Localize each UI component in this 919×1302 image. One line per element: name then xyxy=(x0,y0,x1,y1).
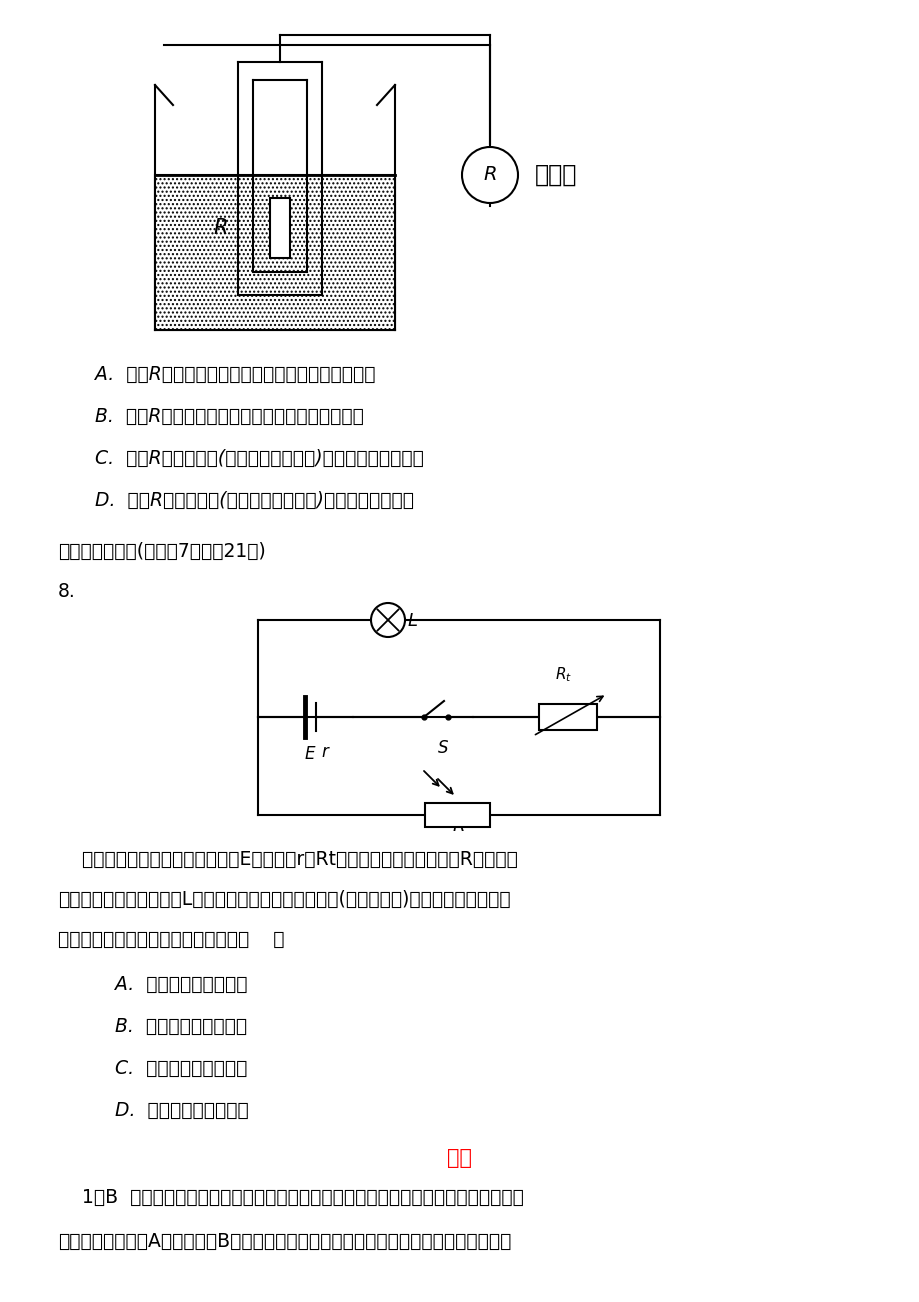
Text: C.  温度降低，光照增强: C. 温度降低，光照增强 xyxy=(115,1059,247,1078)
Text: B.  如果R为金属热电阻，读数变小，且变化不明显: B. 如果R为金属热电阻，读数变小，且变化不明显 xyxy=(95,408,364,426)
Text: $E$: $E$ xyxy=(303,745,316,763)
Text: 暗，则引起小灯泡变暗的原因可能是（    ）: 暗，则引起小灯泡变暗的原因可能是（ ） xyxy=(58,930,284,949)
Text: $R$: $R$ xyxy=(482,165,496,185)
Text: $R$: $R$ xyxy=(451,816,464,835)
Text: D.  如果R为热敏电阻(用半导体材料制成)，读数变化不明显: D. 如果R为热敏电阻(用半导体材料制成)，读数变化不明显 xyxy=(95,491,414,510)
Text: C.  如果R为热敏电阻(用半导体材料制成)，读数变化非常明显: C. 如果R为热敏电阻(用半导体材料制成)，读数变化非常明显 xyxy=(95,449,424,467)
Circle shape xyxy=(461,147,517,203)
Text: 欧姆表: 欧姆表 xyxy=(535,163,577,187)
Text: $R_t$: $R_t$ xyxy=(555,665,572,684)
Text: B.  温度升高，光照不变: B. 温度升高，光照不变 xyxy=(115,1017,247,1036)
Text: 阻，闭合开关后，小灯泡L正常发光，由于环境条件改变(光照或温度)，发现小灯泡亮度变: 阻，闭合开关后，小灯泡L正常发光，由于环境条件改变(光照或温度)，发现小灯泡亮度… xyxy=(58,891,510,909)
Text: $r$: $r$ xyxy=(321,743,331,760)
Polygon shape xyxy=(154,174,394,329)
Text: 8.: 8. xyxy=(58,582,75,602)
Polygon shape xyxy=(425,803,490,827)
Text: D.  温度升高，光照减弱: D. 温度升高，光照减弱 xyxy=(115,1101,248,1120)
Text: 二、多项选择题(每小题7分，共21分): 二、多项选择题(每小题7分，共21分) xyxy=(58,542,266,561)
Polygon shape xyxy=(269,198,289,258)
Text: $R$: $R$ xyxy=(212,217,227,238)
Circle shape xyxy=(370,603,404,637)
Text: 答案: 答案 xyxy=(447,1148,472,1168)
Text: A.  温度不变，光照增强: A. 温度不变，光照增强 xyxy=(115,975,247,993)
Text: A.  如果R为金属热电阻，读数变大，且变化非常明显: A. 如果R为金属热电阻，读数变大，且变化非常明显 xyxy=(95,365,375,384)
Text: 制成热敏电阻，故A选项错误，B选项正确；传感器不仅能感知电压的变化，也能感知力、: 制成热敏电阻，故A选项错误，B选项正确；传感器不仅能感知电压的变化，也能感知力、 xyxy=(58,1232,511,1251)
Text: $S$: $S$ xyxy=(437,740,448,756)
Text: $L$: $L$ xyxy=(406,612,417,630)
Text: 1．B  半导体材料可以制成传感器，其他材料也可以制成传感器，如金属氧化物就可以: 1．B 半导体材料可以制成传感器，其他材料也可以制成传感器，如金属氧化物就可以 xyxy=(58,1187,523,1207)
Text: 如图所示电路中，电源电动势为E，内阻为r，Rt为负温度系数热敏电阻，R为光敏电: 如图所示电路中，电源电动势为E，内阻为r，Rt为负温度系数热敏电阻，R为光敏电 xyxy=(58,850,517,868)
Polygon shape xyxy=(539,704,596,730)
